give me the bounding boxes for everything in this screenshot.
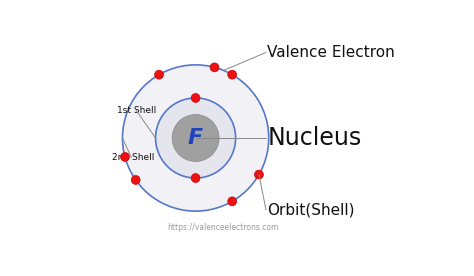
Text: Valence Electron: Valence Electron (267, 45, 395, 60)
Text: 1st Shell: 1st Shell (117, 106, 156, 115)
Circle shape (155, 70, 164, 79)
Circle shape (191, 174, 200, 182)
Text: Orbit(Shell): Orbit(Shell) (267, 202, 355, 217)
Text: F: F (188, 128, 203, 148)
Circle shape (155, 98, 236, 178)
Circle shape (122, 65, 269, 211)
Circle shape (228, 197, 237, 206)
Text: Nucleus: Nucleus (267, 126, 362, 150)
Text: 2nd Shell: 2nd Shell (112, 153, 155, 162)
Circle shape (228, 70, 237, 79)
Text: https://valenceelectrons.com: https://valenceelectrons.com (167, 223, 279, 232)
Circle shape (120, 153, 129, 161)
Circle shape (191, 94, 200, 102)
Circle shape (131, 176, 140, 184)
Circle shape (210, 63, 219, 72)
Circle shape (172, 115, 219, 161)
Circle shape (255, 170, 264, 179)
